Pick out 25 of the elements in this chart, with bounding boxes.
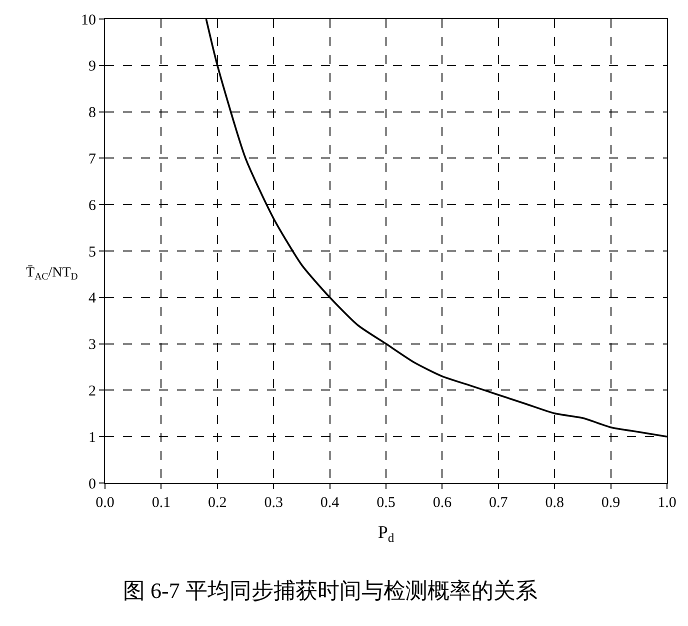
y-tick-label: 6: [88, 198, 96, 214]
y-axis-title: T̄$_{AC}$/NT$_{D}$: [26, 265, 78, 283]
x-tick-label: 0.9: [601, 495, 620, 511]
y-tick-label: 1: [88, 430, 96, 446]
y-tick-label: 3: [88, 337, 96, 354]
x-tick-label: 1.0: [658, 495, 676, 511]
text: 图 6-7 平均同步捕获时间与检测概率的关系: [123, 578, 538, 603]
x-tick-label: 0.8: [545, 495, 564, 511]
y-tick-label: 10: [81, 12, 96, 28]
x-tick-label: 0.1: [152, 495, 171, 511]
y-tick-label: 5: [88, 244, 96, 260]
x-tick-label: 0.2: [208, 495, 227, 511]
y-tick-label: 7: [88, 151, 96, 168]
x-tick-label: 0.3: [264, 495, 283, 511]
x-tick-label: 0.4: [320, 495, 340, 511]
x-tick-label: 0.7: [489, 495, 508, 511]
y-tick-label: 4: [88, 290, 96, 307]
y-tick-label: 0: [88, 476, 96, 492]
y-tick-label: 8: [88, 105, 96, 122]
x-axis-title: P$_{d}$: [378, 522, 395, 545]
x-tick-label: 0.0: [96, 495, 114, 511]
x-tick-label: 0.6: [432, 495, 452, 511]
y-tick-label: 9: [88, 58, 96, 75]
x-tick-label: 0.5: [376, 495, 396, 511]
y-tick-label: 2: [88, 383, 96, 400]
